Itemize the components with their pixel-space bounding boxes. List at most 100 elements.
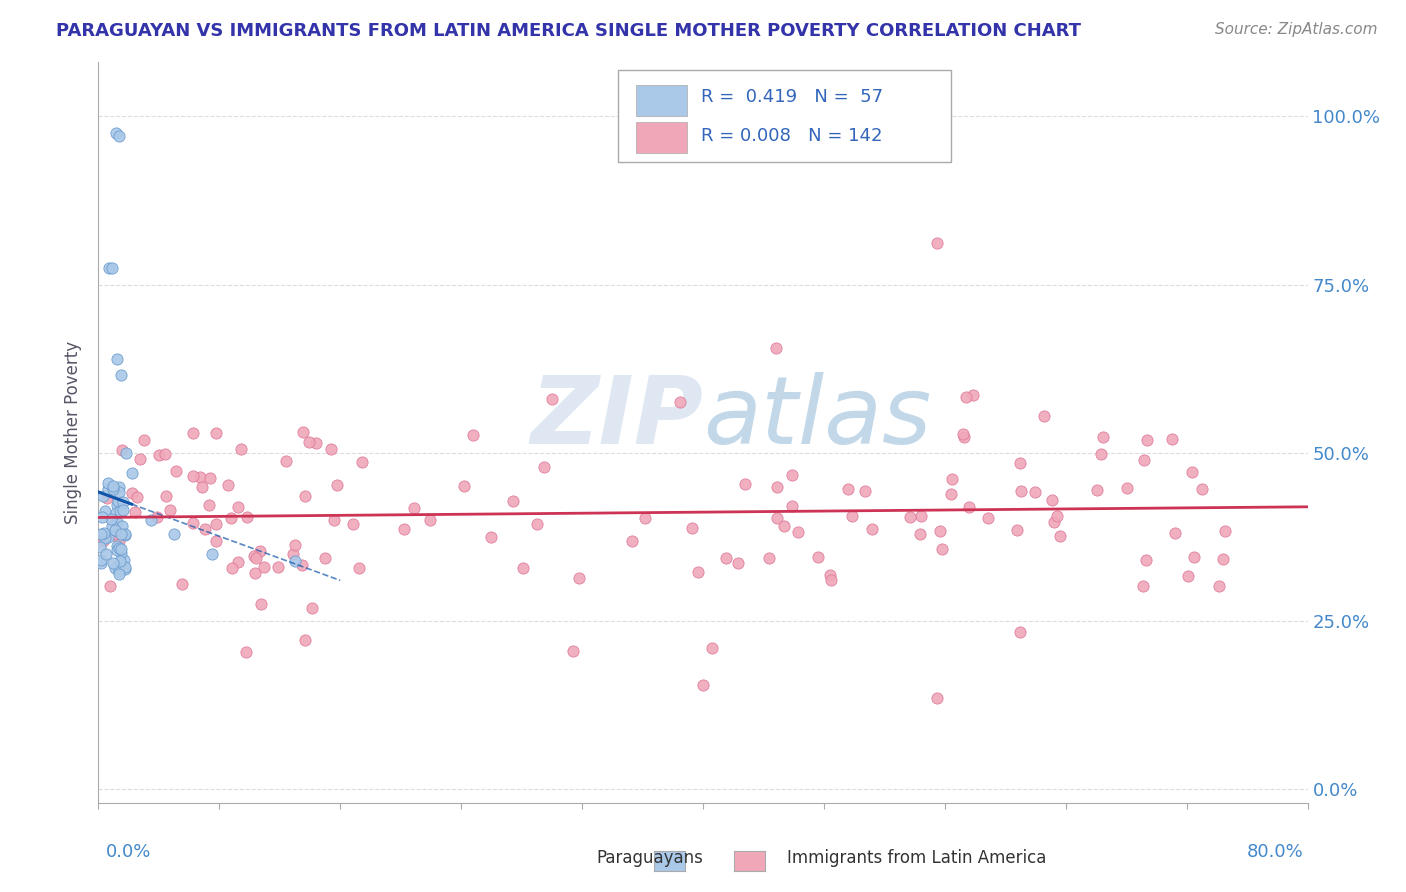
Point <box>201 547 224 561</box>
Point <box>159 503 181 517</box>
Point <box>191 480 214 494</box>
Text: atlas: atlas <box>703 372 931 463</box>
Point <box>962 388 984 402</box>
Point <box>148 448 170 462</box>
Point <box>90 556 112 570</box>
Point <box>93 526 115 541</box>
Point <box>121 466 143 480</box>
Point <box>1136 433 1159 447</box>
Point <box>780 468 803 483</box>
Point <box>568 571 591 585</box>
Point <box>1092 430 1115 444</box>
Point <box>1005 524 1028 538</box>
Point <box>700 640 723 655</box>
Point <box>105 515 128 529</box>
Y-axis label: Single Mother Poverty: Single Mother Poverty <box>65 341 83 524</box>
Point <box>512 560 534 574</box>
Point <box>228 555 250 569</box>
Point <box>837 482 859 496</box>
Point <box>1208 579 1230 593</box>
Point <box>249 543 271 558</box>
Text: ZIP: ZIP <box>530 372 703 464</box>
Point <box>1135 553 1157 567</box>
Point <box>927 691 949 706</box>
Point <box>281 548 304 562</box>
Point <box>322 513 344 527</box>
Point <box>105 542 128 557</box>
Point <box>205 534 228 549</box>
Point <box>110 503 132 517</box>
Point <box>952 427 974 442</box>
Point <box>198 498 221 512</box>
Point <box>100 512 122 526</box>
Point <box>101 556 124 570</box>
Point <box>910 508 932 523</box>
Point <box>105 527 128 541</box>
Point <box>562 643 585 657</box>
Point <box>765 342 787 356</box>
Point <box>294 633 316 648</box>
Point <box>91 489 114 503</box>
Point <box>204 425 226 440</box>
Point <box>633 511 655 525</box>
Point <box>98 579 121 593</box>
Point <box>108 533 131 548</box>
Point <box>141 513 163 527</box>
Point <box>155 490 177 504</box>
Point <box>243 566 266 580</box>
Point <box>165 464 187 478</box>
Point <box>101 482 124 496</box>
Point <box>692 678 714 692</box>
Point <box>526 517 548 532</box>
Point <box>319 442 342 456</box>
Point <box>97 475 120 490</box>
Point <box>110 368 132 383</box>
Point <box>111 503 134 517</box>
Point <box>782 499 804 513</box>
Point <box>1212 552 1234 566</box>
Point <box>114 527 136 541</box>
Point <box>284 538 307 552</box>
Point <box>392 522 415 536</box>
Point <box>669 394 692 409</box>
Point <box>114 560 136 574</box>
Point <box>818 568 841 582</box>
Point <box>314 550 336 565</box>
Point <box>236 510 259 524</box>
Point <box>479 530 502 544</box>
Point <box>104 523 127 537</box>
Point <box>91 534 114 549</box>
Point <box>758 550 780 565</box>
Point <box>620 534 643 549</box>
Point <box>183 469 205 483</box>
Point <box>1215 524 1237 538</box>
Point <box>111 443 134 458</box>
Point <box>93 530 115 544</box>
Point <box>1177 569 1199 583</box>
Point <box>727 556 749 570</box>
Point <box>1181 465 1204 479</box>
Point <box>110 546 132 560</box>
Point <box>110 554 132 568</box>
Point <box>111 519 134 533</box>
Point <box>198 470 221 484</box>
Point <box>127 490 149 504</box>
Point <box>217 478 239 492</box>
Point <box>342 516 364 531</box>
Point <box>132 434 155 448</box>
Point <box>1191 483 1213 497</box>
Point <box>820 573 842 587</box>
Point <box>898 510 921 524</box>
Point <box>294 489 316 503</box>
Point <box>1008 456 1031 470</box>
Point <box>952 430 974 444</box>
Point <box>941 472 963 486</box>
Point <box>89 540 111 554</box>
Point <box>245 551 267 566</box>
Point <box>163 526 186 541</box>
Point <box>124 505 146 519</box>
Point <box>928 524 950 538</box>
Point <box>114 562 136 576</box>
Point <box>786 524 808 539</box>
Point <box>1049 529 1071 543</box>
